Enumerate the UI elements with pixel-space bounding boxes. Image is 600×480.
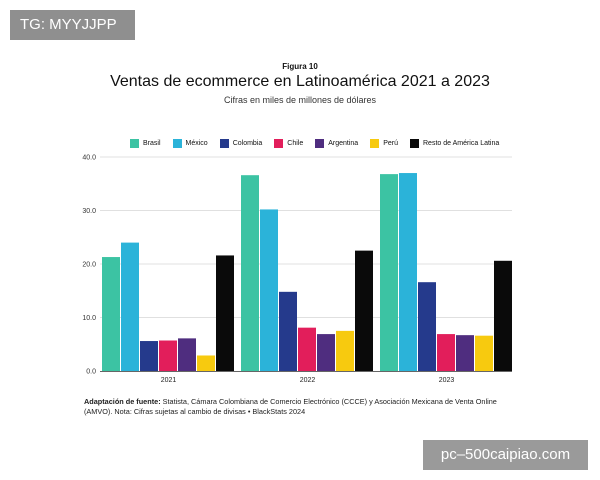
bar-m-xico-2023 bbox=[399, 173, 417, 371]
x-tick-label: 2023 bbox=[439, 377, 455, 384]
y-tick-label: 20.0 bbox=[82, 262, 96, 269]
legend-swatch bbox=[315, 139, 325, 148]
legend-label: Argentina bbox=[328, 140, 359, 147]
source-footnote: Adaptación de fuente: Statista, Cámara C… bbox=[84, 397, 524, 417]
bar-colombia-2021 bbox=[140, 341, 158, 371]
legend-swatch bbox=[172, 139, 182, 148]
bar-brasil-2022 bbox=[241, 175, 259, 371]
legend-item: Argentina bbox=[315, 139, 358, 148]
bar-per--2022 bbox=[336, 330, 354, 371]
legend-item: Chile bbox=[274, 139, 303, 148]
y-tick-label: 0.0 bbox=[86, 369, 96, 376]
chart-subtitle: Cifras en miles de millones de dólares bbox=[223, 95, 377, 105]
legend-swatch bbox=[274, 139, 284, 148]
bar-m-xico-2022 bbox=[260, 209, 278, 371]
x-tick-label: 2021 bbox=[161, 377, 177, 384]
bar-colombia-2023 bbox=[418, 282, 436, 371]
bar-argentina-2021 bbox=[178, 338, 196, 371]
legend-swatch bbox=[370, 139, 380, 148]
bar-resto-de-am-rica-latina-2022 bbox=[355, 250, 373, 371]
legend-label: Chile bbox=[287, 140, 304, 147]
legend-label: Brasil bbox=[143, 140, 161, 147]
watermark-bottom-right: pc–500caipiao.com bbox=[423, 440, 588, 470]
bar-chile-2021 bbox=[159, 340, 177, 371]
figure-label: Figura 10 bbox=[282, 62, 318, 71]
legend-item: Brasil bbox=[130, 139, 161, 148]
legend-swatch bbox=[130, 139, 139, 148]
legend-label: Colombia bbox=[232, 140, 263, 147]
bar-brasil-2023 bbox=[380, 174, 398, 371]
bar-per--2021 bbox=[197, 355, 215, 371]
bar-chile-2022 bbox=[298, 327, 316, 371]
legend-swatch bbox=[410, 139, 419, 148]
bar-resto-de-am-rica-latina-2021 bbox=[216, 255, 234, 371]
chart-title: Ventas de ecommerce en Latinoamérica 202… bbox=[110, 73, 490, 90]
legend-item: Resto de América Latina bbox=[410, 139, 499, 148]
legend-item: Colombia bbox=[219, 139, 263, 148]
y-tick-label: 10.0 bbox=[82, 315, 96, 322]
bar-colombia-2022 bbox=[279, 291, 297, 371]
y-tick-label: 30.0 bbox=[82, 208, 96, 215]
footnote-label: Adaptación de fuente: bbox=[84, 397, 161, 406]
y-tick-label: 40.0 bbox=[82, 155, 96, 162]
bar-argentina-2022 bbox=[317, 334, 335, 371]
bar-m-xico-2021 bbox=[121, 242, 139, 371]
legend-label: Perú bbox=[383, 140, 398, 147]
bar-per--2023 bbox=[475, 335, 493, 371]
bar-chile-2023 bbox=[437, 334, 455, 371]
bar-brasil-2021 bbox=[102, 257, 120, 371]
legend-label: México bbox=[185, 140, 208, 147]
legend-item: Perú bbox=[370, 139, 398, 148]
bar-resto-de-am-rica-latina-2023 bbox=[494, 260, 512, 371]
bar-argentina-2023 bbox=[456, 335, 474, 371]
footnote-text: Statista, Cámara Colombiana de Comercio … bbox=[84, 397, 497, 416]
legend-swatch bbox=[219, 139, 229, 148]
x-tick-label: 2022 bbox=[300, 377, 316, 384]
legend-label: Resto de América Latina bbox=[423, 140, 500, 147]
watermark-top-left: TG: MYYJJPP bbox=[10, 10, 135, 40]
legend-item: México bbox=[172, 139, 208, 148]
chart-legend: Brasil México Colombia Chile Argentina Perú Re… bbox=[130, 139, 511, 148]
